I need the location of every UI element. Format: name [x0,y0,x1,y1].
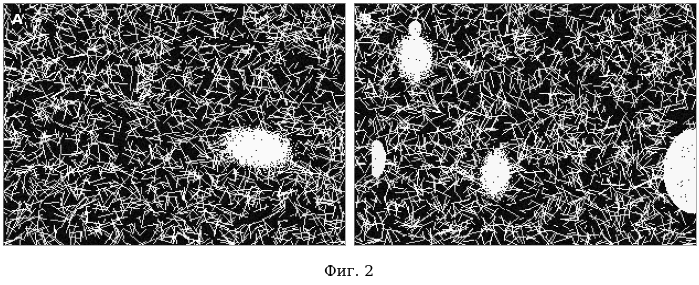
Text: A: A [12,13,23,27]
Text: B: B [362,13,373,27]
Text: Фиг. 2: Фиг. 2 [324,265,375,279]
